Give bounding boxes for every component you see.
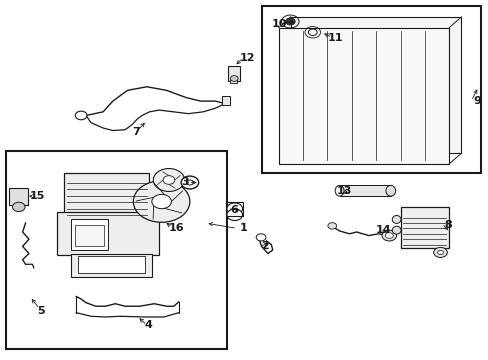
Circle shape — [385, 233, 392, 238]
Circle shape — [75, 111, 87, 120]
Bar — [290, 17, 461, 153]
Bar — [64, 173, 149, 220]
Bar — [75, 225, 104, 246]
Text: 3: 3 — [181, 177, 188, 187]
Bar — [5, 151, 227, 348]
Ellipse shape — [334, 185, 343, 196]
Circle shape — [186, 180, 193, 185]
Text: 16: 16 — [168, 224, 184, 233]
Text: 1: 1 — [239, 224, 247, 233]
Bar — [78, 256, 145, 273]
Text: 10: 10 — [271, 19, 286, 29]
Bar — [278, 28, 448, 164]
Ellipse shape — [391, 226, 400, 234]
Circle shape — [152, 194, 171, 209]
Text: 4: 4 — [144, 320, 152, 330]
Text: 11: 11 — [327, 33, 342, 43]
Circle shape — [133, 181, 189, 222]
Circle shape — [230, 76, 238, 81]
Text: 7: 7 — [132, 127, 140, 136]
Circle shape — [437, 250, 443, 255]
Circle shape — [433, 247, 447, 257]
Bar — [261, 6, 480, 173]
Circle shape — [163, 176, 174, 184]
Circle shape — [181, 176, 198, 189]
Circle shape — [12, 202, 25, 212]
Bar — [226, 202, 243, 216]
Bar — [227, 66, 240, 81]
Bar — [71, 253, 152, 277]
Ellipse shape — [385, 185, 395, 196]
Text: 8: 8 — [444, 220, 451, 230]
Text: 13: 13 — [336, 186, 352, 196]
Bar — [339, 185, 390, 196]
Circle shape — [226, 209, 242, 221]
Ellipse shape — [391, 216, 400, 224]
Text: 6: 6 — [229, 206, 237, 216]
Bar — [230, 80, 237, 83]
Circle shape — [153, 168, 184, 192]
Text: 15: 15 — [30, 191, 45, 201]
Bar — [71, 220, 108, 250]
Bar — [57, 212, 159, 255]
Bar — [221, 96, 230, 105]
Circle shape — [285, 18, 295, 25]
Text: 14: 14 — [375, 225, 391, 235]
Text: 9: 9 — [473, 96, 481, 106]
Bar — [9, 188, 28, 205]
Text: 5: 5 — [37, 306, 45, 316]
Circle shape — [381, 230, 396, 241]
Circle shape — [327, 223, 336, 229]
Bar — [400, 207, 448, 248]
Text: 2: 2 — [261, 241, 269, 251]
Circle shape — [256, 234, 265, 241]
Circle shape — [226, 203, 242, 215]
Text: 12: 12 — [239, 53, 255, 63]
Bar — [226, 209, 242, 215]
